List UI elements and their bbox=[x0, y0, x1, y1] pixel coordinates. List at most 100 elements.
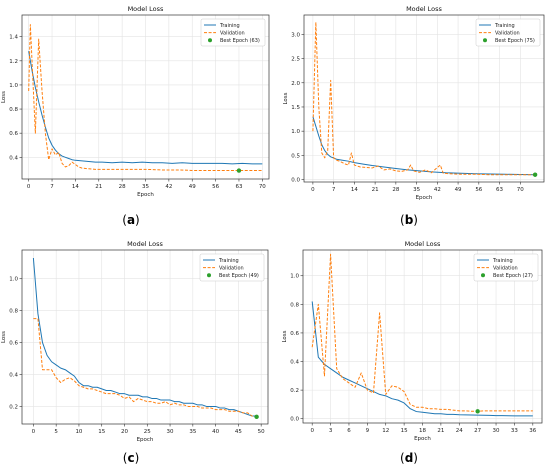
x-tick-label: 0 bbox=[32, 429, 36, 435]
x-tick-label: 35 bbox=[142, 184, 149, 190]
x-tick-label: 50 bbox=[258, 429, 265, 435]
legend-label: Training bbox=[218, 258, 239, 264]
y-tick-label: 1.2 bbox=[9, 59, 18, 65]
x-tick-label: 33 bbox=[511, 428, 518, 434]
x-tick-label: 7 bbox=[50, 184, 54, 190]
legend-label: Validation bbox=[495, 31, 520, 37]
y-tick-label: 2.0 bbox=[291, 81, 300, 87]
x-tick-label: 56 bbox=[212, 184, 219, 190]
legend-label: Best Epoch (49) bbox=[219, 273, 259, 279]
panel-caption: (c) bbox=[123, 451, 140, 465]
x-tick-label: 3 bbox=[329, 428, 333, 434]
legend-box bbox=[200, 18, 266, 47]
y-tick-label: 2.5 bbox=[291, 57, 300, 63]
y-axis-label: Loss bbox=[282, 330, 288, 342]
y-tick-label: 1.4 bbox=[9, 35, 18, 41]
x-tick-label: 63 bbox=[235, 184, 242, 190]
legend-box bbox=[475, 18, 541, 47]
legend-label: Training bbox=[219, 23, 240, 29]
x-tick-label: 35 bbox=[189, 429, 196, 435]
panel-caption: (a) bbox=[122, 213, 139, 227]
x-tick-label: 49 bbox=[189, 184, 196, 190]
y-axis-label: Loss bbox=[1, 91, 7, 103]
y-tick-label: 0.8 bbox=[9, 309, 18, 315]
y-tick-label: 0.8 bbox=[290, 302, 299, 308]
y-tick-label: 0.6 bbox=[9, 341, 18, 347]
x-tick-label: 70 bbox=[259, 184, 266, 190]
x-tick-label: 7 bbox=[332, 187, 336, 193]
chart-panel-b: 0 7 14 21 28 35 42 49 56 63 70 0.0 0.5 1.0 1.5 2.0 2.5 3.… bbox=[283, 5, 545, 227]
y-tick-label: 1.5 bbox=[291, 105, 300, 111]
y-tick-label: 1.0 bbox=[9, 277, 18, 283]
best-epoch-point bbox=[254, 414, 259, 420]
x-axis-label: Epoch bbox=[414, 436, 431, 442]
series-line-validation bbox=[312, 21, 536, 176]
x-axis-label: Epoch bbox=[137, 192, 154, 198]
x-tick-label: 49 bbox=[455, 187, 462, 193]
y-axis-label: Loss bbox=[283, 92, 289, 104]
x-tick-label: 21 bbox=[95, 184, 102, 190]
y-tick-label: 0.0 bbox=[290, 417, 299, 423]
best-epoch-point bbox=[532, 172, 538, 177]
y-tick-label: 0.4 bbox=[9, 155, 18, 161]
x-tick-label: 0 bbox=[27, 184, 31, 190]
chart-panel-c: 0 5 10 15 20 25 30 35 40 45 50 0.2 0.4 0.6 0.8 1.0 Model… bbox=[1, 240, 269, 465]
x-tick-label: 63 bbox=[496, 187, 503, 193]
x-axis-label: Epoch bbox=[137, 437, 154, 443]
chart-title: Model Loss bbox=[127, 240, 163, 248]
x-tick-label: 12 bbox=[382, 428, 389, 434]
legend-label: Training bbox=[494, 23, 515, 29]
chart-title: Model Loss bbox=[405, 240, 441, 248]
y-tick-label: 0.0 bbox=[291, 178, 300, 184]
panel-caption: (b) bbox=[400, 213, 418, 227]
best-epoch-point bbox=[236, 168, 242, 173]
x-tick-label: 14 bbox=[72, 184, 79, 190]
x-tick-label: 35 bbox=[413, 187, 420, 193]
x-tick-label: 6 bbox=[347, 428, 351, 434]
chart-title: Model Loss bbox=[406, 5, 442, 13]
x-tick-label: 30 bbox=[493, 428, 500, 434]
series-line-training bbox=[312, 116, 536, 176]
y-tick-label: 0.4 bbox=[290, 360, 299, 366]
x-tick-label: 21 bbox=[437, 428, 444, 434]
legend-swatch bbox=[483, 38, 487, 43]
x-tick-label: 42 bbox=[434, 187, 441, 193]
legend-label: Validation bbox=[493, 266, 518, 272]
x-tick-label: 28 bbox=[119, 184, 126, 190]
y-tick-label: 0.4 bbox=[9, 373, 18, 379]
series-line-validation bbox=[33, 318, 257, 418]
legend-box bbox=[473, 253, 539, 282]
y-tick-label: 0.6 bbox=[290, 331, 299, 337]
x-tick-label: 15 bbox=[98, 429, 105, 435]
x-tick-label: 27 bbox=[474, 428, 481, 434]
legend-swatch bbox=[208, 38, 212, 43]
plot-frame bbox=[303, 14, 545, 183]
y-tick-label: 1.0 bbox=[9, 83, 18, 89]
x-tick-label: 18 bbox=[419, 428, 426, 434]
x-tick-label: 30 bbox=[167, 429, 174, 435]
legend-box bbox=[199, 253, 265, 282]
series-line-training bbox=[28, 51, 263, 165]
chart-title: Model Loss bbox=[128, 5, 164, 13]
legend-label: Training bbox=[492, 258, 513, 264]
y-tick-label: 3.0 bbox=[291, 32, 300, 38]
x-tick-label: 0 bbox=[310, 428, 314, 434]
x-tick-label: 45 bbox=[235, 429, 242, 435]
y-axis-label: Loss bbox=[1, 331, 7, 343]
series-line-training bbox=[311, 301, 533, 417]
x-tick-label: 36 bbox=[529, 428, 536, 434]
legend-label: Validation bbox=[220, 31, 245, 37]
y-tick-label: 0.2 bbox=[290, 388, 299, 394]
y-tick-label: 0.8 bbox=[9, 107, 18, 113]
x-tick-label: 10 bbox=[75, 429, 82, 435]
x-tick-label: 5 bbox=[54, 429, 58, 435]
x-tick-label: 25 bbox=[144, 429, 151, 435]
x-tick-label: 15 bbox=[401, 428, 408, 434]
legend-label: Best Epoch (27) bbox=[493, 273, 533, 279]
x-tick-label: 56 bbox=[475, 187, 482, 193]
